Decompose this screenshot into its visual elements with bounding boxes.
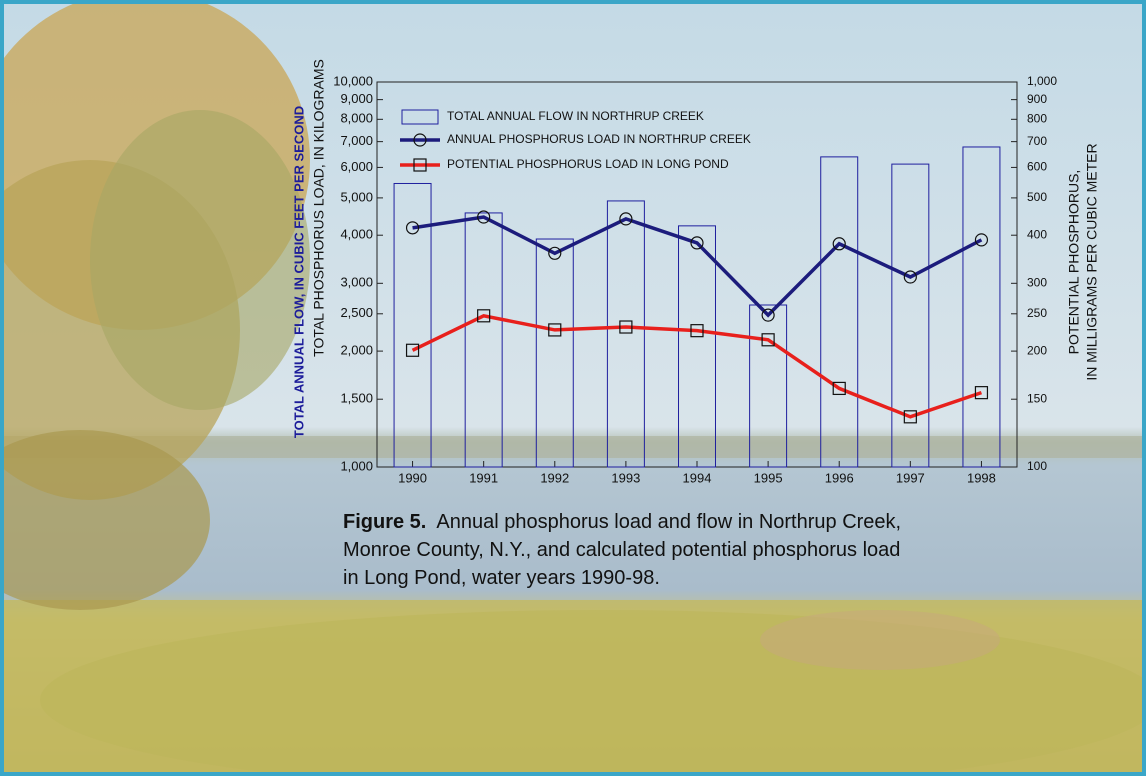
y-axis-label-outer: TOTAL ANNUAL FLOW, IN CUBIC FEET PER SEC… <box>291 106 306 438</box>
y-tick-label: 6,000 <box>340 159 373 174</box>
point <box>477 210 491 224</box>
bar <box>678 225 716 468</box>
y2-tick-label: 400 <box>1027 227 1047 241</box>
point <box>974 233 989 247</box>
point <box>832 237 846 251</box>
x-tick-label: 1997 <box>896 470 925 485</box>
caption-line: in Long Pond, water years 1990-98. <box>343 567 660 589</box>
y2-tick-label: 1,000 <box>1027 74 1057 88</box>
y-tick-label: 1,000 <box>340 458 373 473</box>
y2-tick-label: 700 <box>1027 134 1047 148</box>
x-tick-label: 1996 <box>825 470 854 485</box>
caption-line: Figure 5. Annual phosphorus load and flo… <box>343 508 901 536</box>
y2-tick-label: 300 <box>1027 275 1047 289</box>
line <box>411 313 983 419</box>
x-tick-label: 1995 <box>754 470 783 485</box>
y2-tick-label: 200 <box>1027 343 1047 357</box>
y2-tick-label: 100 <box>1027 459 1047 473</box>
point <box>974 386 989 400</box>
y2-tick-label: 250 <box>1027 306 1047 320</box>
y-tick-label: 9,000 <box>340 91 373 106</box>
point <box>832 381 846 396</box>
line <box>412 215 983 318</box>
y2-axis-label: IN MILLIGRAMS PER CUBIC METER <box>1084 143 1100 380</box>
y2-tick-label: 600 <box>1027 160 1047 174</box>
y-axis-label: TOTAL PHOSPHORUS LOAD, IN KILOGRAMS <box>311 59 327 357</box>
point <box>690 324 704 338</box>
y-tick-label: 10,000 <box>333 73 373 88</box>
y-tick-label: 4,000 <box>340 227 373 242</box>
y-tick-label: 8,000 <box>340 111 373 126</box>
point <box>548 246 562 260</box>
legend-marker <box>413 133 427 147</box>
y-tick-label: 1,500 <box>340 391 373 406</box>
x-tick-label: 1998 <box>967 470 996 485</box>
bar <box>962 146 1001 468</box>
legend-label: TOTAL ANNUAL FLOW IN NORTHRUP CREEK <box>447 109 704 123</box>
x-tick-label: 1993 <box>611 470 640 485</box>
point <box>405 343 420 357</box>
caption-text: Annual phosphorus load and flow in North… <box>436 511 902 533</box>
legend-label: POTENTIAL PHOSPHORUS LOAD IN LONG POND <box>447 157 729 171</box>
legend-swatch <box>401 109 439 125</box>
y-tick-label: 7,000 <box>340 133 373 148</box>
point <box>903 270 917 284</box>
x-tick-label: 1991 <box>469 470 498 485</box>
caption: Figure 5. Annual phosphorus load and flo… <box>343 508 901 592</box>
y2-tick-label: 900 <box>1027 92 1047 106</box>
point <box>690 236 704 250</box>
bar <box>749 304 788 468</box>
point <box>619 320 633 334</box>
bar <box>393 182 432 468</box>
point <box>761 308 775 322</box>
y2-tick-label: 800 <box>1027 111 1047 125</box>
y-tick-label: 2,000 <box>340 343 373 358</box>
y-tick-label: 5,000 <box>340 189 373 204</box>
bar <box>891 163 930 468</box>
bar <box>606 200 645 468</box>
y2-axis-label: POTENTIAL PHOSPHORUS, <box>1066 170 1082 355</box>
y2-tick-label: 500 <box>1027 190 1047 204</box>
point <box>405 221 420 235</box>
point <box>477 309 491 323</box>
figure-label: Figure 5. <box>343 511 427 533</box>
y-tick-label: 2,500 <box>340 305 373 320</box>
legend-marker <box>413 158 427 172</box>
x-tick-label: 1990 <box>398 470 427 485</box>
legend-label: ANNUAL PHOSPHORUS LOAD IN NORTHRUP CREEK <box>447 132 751 146</box>
bar <box>820 156 859 468</box>
x-tick-label: 1992 <box>540 470 569 485</box>
point <box>903 410 917 424</box>
point <box>761 333 775 347</box>
y-tick-label: 3,000 <box>340 275 373 290</box>
y2-tick-label: 150 <box>1027 391 1047 405</box>
point <box>548 323 562 337</box>
x-tick-label: 1994 <box>683 470 712 485</box>
point <box>619 212 633 226</box>
bar <box>464 212 503 468</box>
caption-line: Monroe County, N.Y., and calculated pote… <box>343 539 901 561</box>
bar <box>535 238 574 468</box>
